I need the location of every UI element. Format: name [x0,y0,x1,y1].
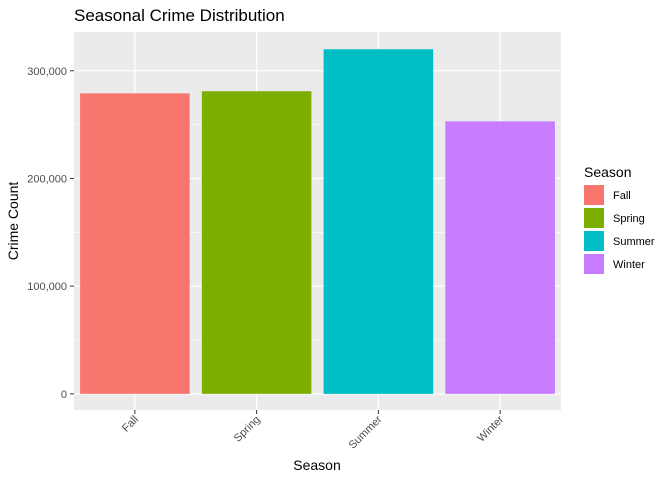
legend-key-spring [584,208,604,228]
chart-title: Seasonal Crime Distribution [74,6,285,25]
legend-label-winter: Winter [613,259,645,271]
legend-key-winter [584,254,604,274]
y-axis-title: Crime Count [5,182,21,261]
bar-fall [80,93,190,394]
legend-label-spring: Spring [613,213,645,225]
x-axis: Fall Spring Summer Winter [120,410,506,452]
y-tick-label: 200,000 [27,173,67,185]
legend: Season Fall Spring Summer Winter [584,164,655,274]
legend-label-fall: Fall [613,190,631,202]
x-tick-label: Winter [475,413,506,444]
bar-summer [323,49,434,394]
y-tick-label: 0 [61,389,67,401]
y-axis: 0 100,000 200,000 300,000 [27,66,74,401]
x-axis-title: Season [293,457,340,473]
bar-winter [445,121,555,394]
legend-key-fall [584,185,604,205]
bar-spring [201,91,312,394]
legend-label-summer: Summer [613,236,655,248]
x-tick-label: Summer [347,413,385,451]
legend-title: Season [584,164,631,180]
x-tick-label: Fall [120,414,141,435]
y-tick-label: 100,000 [27,281,67,293]
x-tick-label: Spring [232,414,263,445]
bars [80,49,555,394]
legend-key-summer [584,231,604,251]
y-tick-label: 300,000 [27,66,67,78]
